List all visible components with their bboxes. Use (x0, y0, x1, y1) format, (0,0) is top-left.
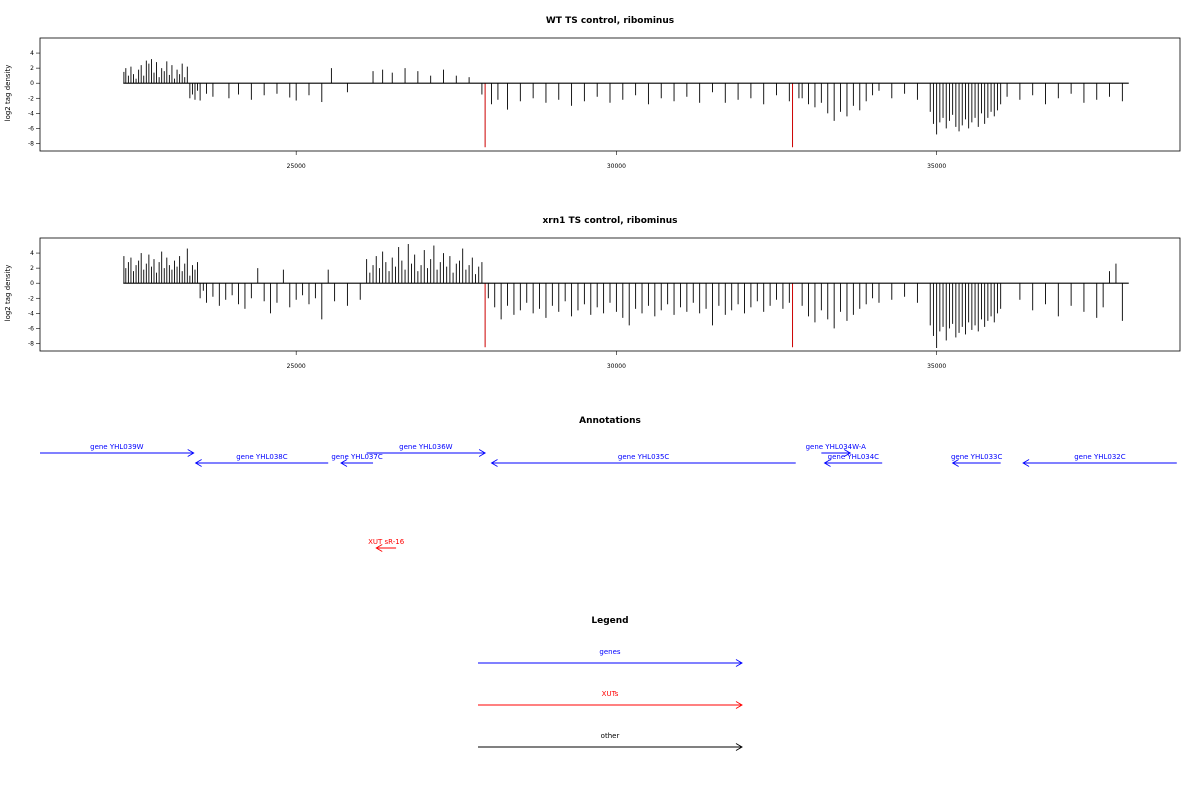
y-tick-label: -4 (28, 310, 34, 317)
legend-label: genes (599, 648, 620, 656)
annotations-title: Annotations (579, 416, 641, 426)
xrn1-density-panel: xrn1 TS control, ribominus log2 tag dens… (4, 216, 1181, 370)
y-tick-label: 0 (30, 80, 34, 87)
annotation-label: gene YHL035C (618, 453, 670, 461)
y-tick-label: 4 (30, 50, 34, 57)
x-tick-label: 25000 (287, 163, 306, 170)
annotation-label: gene YHL038C (236, 453, 288, 461)
legend-title: Legend (591, 616, 628, 626)
axes: 4 2 0 -2 -4 -6 -8 25000 30000 35000 (28, 250, 946, 370)
legend: Legend genes XUTs other (478, 616, 743, 751)
annotation-label: XUT sR-16 (368, 538, 405, 546)
arrowhead (735, 743, 743, 751)
plot-frame (39, 237, 1181, 352)
annotation-label: gene YHL039W (90, 443, 144, 451)
y-axis-label: log2 tag density (4, 265, 12, 322)
y-tick-label: -2 (28, 95, 34, 102)
y-tick-label: -6 (28, 325, 34, 332)
arrowhead (735, 701, 743, 709)
arrowhead (194, 459, 202, 467)
panel-title: xrn1 TS control, ribominus (542, 216, 677, 226)
arrowhead (340, 459, 348, 467)
legend-label: other (601, 732, 620, 740)
bar-marks (123, 244, 1129, 348)
x-tick-label: 30000 (607, 163, 626, 170)
y-tick-label: -6 (28, 125, 34, 132)
y-tick-label: -8 (28, 140, 34, 147)
x-tick-label: 35000 (927, 163, 946, 170)
arrowhead (951, 459, 959, 467)
annotation-label: gene YHL034W-A (806, 443, 867, 451)
annotation-label: gene YHL034C (828, 453, 880, 461)
y-tick-label: -4 (28, 110, 34, 117)
plot-frame (39, 37, 1181, 152)
x-tick-label: 30000 (607, 363, 626, 370)
x-tick-label: 25000 (287, 363, 306, 370)
arrowhead (1022, 459, 1030, 467)
x-tick-label: 35000 (927, 363, 946, 370)
wt-density-panel: WT TS control, ribominus log2 tag densit… (4, 16, 1181, 170)
arrowhead (823, 459, 831, 467)
annotation-items: gene YHL039W gene YHL038C gene YHL037C gene… (40, 443, 1177, 552)
y-tick-label: 2 (30, 265, 34, 272)
y-tick-label: 2 (30, 65, 34, 72)
y-tick-label: -8 (28, 340, 34, 347)
legend-label: XUTs (602, 690, 619, 698)
annotation-label: gene YHL033C (951, 453, 1003, 461)
arrowhead (490, 459, 498, 467)
annotation-label: gene YHL037C (331, 453, 383, 461)
legend-items: genes XUTs other (478, 648, 743, 751)
y-tick-label: 0 (30, 280, 34, 287)
arrowhead (843, 449, 852, 457)
axes: 4 2 0 -2 -4 -6 -8 25000 30000 35000 (28, 50, 946, 170)
y-tick-label: 4 (30, 250, 34, 257)
y-axis-label: log2 tag density (4, 65, 12, 122)
annotation-label: gene YHL036W (399, 443, 453, 451)
y-tick-label: -2 (28, 295, 34, 302)
arrowhead (478, 449, 487, 457)
arrowhead (735, 659, 743, 667)
bar-marks (123, 59, 1129, 148)
arrowhead (187, 449, 195, 457)
arrowhead (375, 544, 383, 552)
annotation-label: gene YHL032C (1074, 453, 1126, 461)
panel-title: WT TS control, ribominus (546, 16, 674, 26)
